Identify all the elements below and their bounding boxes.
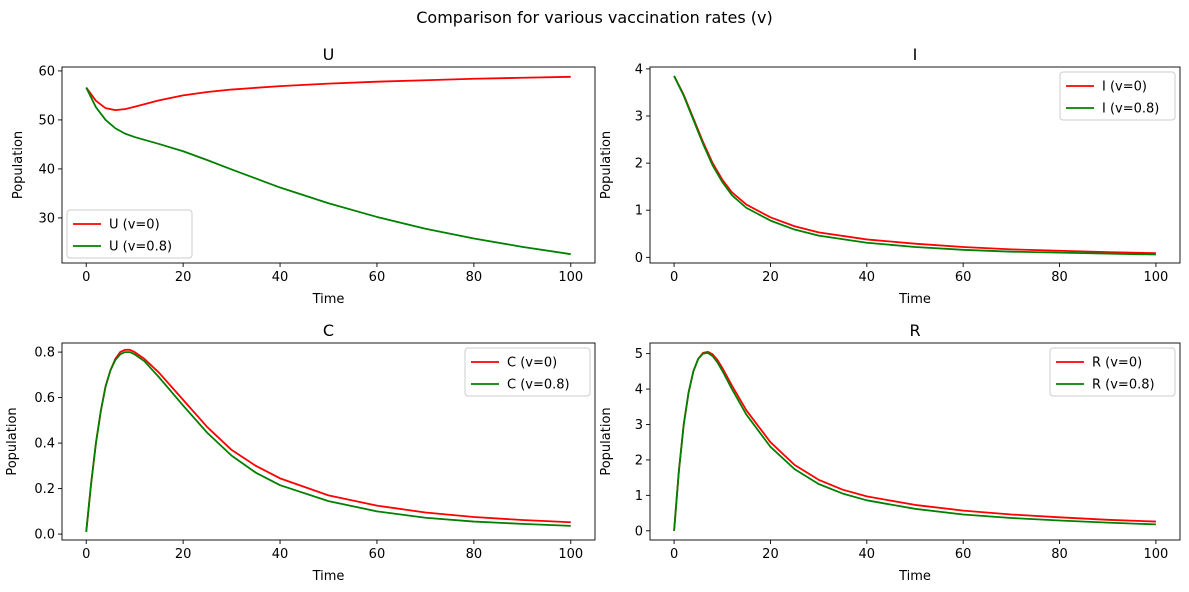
y-tick-label: 0 — [635, 524, 643, 539]
x-tick-label: 80 — [466, 270, 483, 285]
x-tick-label: 0 — [670, 547, 678, 562]
series-line-v08 — [673, 352, 1156, 531]
series-line-v0 — [85, 75, 571, 112]
x-tick-label: 60 — [369, 270, 386, 285]
y-tick-label: 4 — [635, 383, 643, 398]
x-tick-label: 80 — [1051, 270, 1068, 285]
y-tick-label: 3 — [635, 418, 643, 433]
subplot-title: I — [913, 45, 918, 64]
x-tick-label: 20 — [175, 547, 192, 562]
x-tick-label: 60 — [955, 547, 972, 562]
x-tick-label: 20 — [762, 547, 779, 562]
plot-frame — [649, 66, 1181, 264]
series-line-v08 — [85, 87, 571, 256]
series-line-v08 — [673, 75, 1156, 256]
x-tick-label: 60 — [369, 547, 386, 562]
y-tick-label: 40 — [38, 162, 55, 177]
y-tick-label: 2 — [635, 157, 643, 172]
x-tick-label: 20 — [762, 270, 779, 285]
y-tick-label: 50 — [38, 113, 55, 128]
y-tick-label: 0.0 — [34, 528, 55, 543]
x-tick-label: 20 — [175, 270, 192, 285]
y-tick-label: 0.2 — [34, 482, 55, 497]
legend: C (v=0) C (v=0.8) — [464, 347, 591, 397]
x-tick-label: 40 — [859, 270, 876, 285]
subplot-u: U 0 20 40 60 80 100 30 40 50 60 Time Population U (v=… — [11, 45, 596, 307]
x-tick-label: 80 — [466, 547, 483, 562]
x-tick-label: 100 — [558, 547, 583, 562]
legend-label: R (v=0) — [1092, 356, 1142, 371]
x-tick-label: 40 — [859, 547, 876, 562]
y-axis-label: Population — [11, 131, 26, 199]
legend-label: R (v=0.8) — [1092, 378, 1155, 393]
y-tick-label: 1 — [635, 204, 643, 219]
subplot-r: R 0 20 40 60 80 100 0 1 2 3 4 5 Time Population R (v=0)… — [599, 321, 1181, 584]
plot-frame — [61, 342, 596, 541]
y-tick-label: 1 — [635, 489, 643, 504]
plot-frame — [61, 66, 596, 264]
y-tick-label: 0.8 — [34, 346, 55, 361]
legend-label: I (v=0.8) — [1102, 102, 1159, 117]
y-axis-label: Population — [5, 407, 20, 475]
x-axis-label: Time — [898, 292, 931, 307]
legend-label: I (v=0) — [1102, 80, 1147, 95]
x-tick-label: 60 — [955, 270, 972, 285]
x-tick-label: 0 — [670, 270, 678, 285]
legend: U (v=0) U (v=0.8) — [66, 209, 193, 259]
legend-label: C (v=0.8) — [507, 378, 570, 393]
subplot-title: U — [323, 45, 335, 64]
y-tick-label: 30 — [38, 211, 55, 226]
x-axis-label: Time — [898, 569, 931, 584]
x-tick-label: 0 — [82, 270, 90, 285]
x-tick-label: 80 — [1051, 547, 1068, 562]
figure-title: Comparison for various vaccination rates… — [416, 8, 773, 27]
legend-label: C (v=0) — [507, 356, 557, 371]
series-line-v08 — [85, 351, 571, 532]
x-tick-label: 100 — [1143, 270, 1168, 285]
x-tick-label: 0 — [82, 547, 90, 562]
y-tick-label: 5 — [635, 347, 643, 362]
legend-label: U (v=0.8) — [109, 240, 172, 255]
legend: R (v=0) R (v=0.8) — [1049, 347, 1176, 397]
subplot-c: C 0 20 40 60 80 100 0.0 0.2 0.4 0.6 0.8 Time Populati… — [5, 321, 596, 584]
y-tick-label: 2 — [635, 453, 643, 468]
y-tick-label: 0.4 — [34, 437, 55, 452]
x-tick-label: 40 — [272, 547, 289, 562]
legend: I (v=0) I (v=0.8) — [1059, 71, 1176, 121]
legend-label: U (v=0) — [109, 218, 160, 233]
y-tick-label: 0 — [635, 251, 643, 266]
y-tick-label: 60 — [38, 64, 55, 79]
x-axis-label: Time — [312, 569, 345, 584]
y-tick-label: 0.6 — [34, 391, 55, 406]
y-axis-label: Population — [599, 407, 614, 475]
plot-frame — [649, 342, 1181, 541]
x-tick-label: 100 — [558, 270, 583, 285]
x-tick-label: 100 — [1143, 547, 1168, 562]
subplot-title: C — [323, 321, 334, 340]
y-tick-label: 3 — [635, 110, 643, 125]
x-axis-label: Time — [312, 292, 345, 307]
x-tick-label: 40 — [272, 270, 289, 285]
subplot-title: R — [909, 321, 920, 340]
y-axis-label: Population — [599, 131, 614, 199]
y-tick-label: 4 — [635, 62, 643, 77]
